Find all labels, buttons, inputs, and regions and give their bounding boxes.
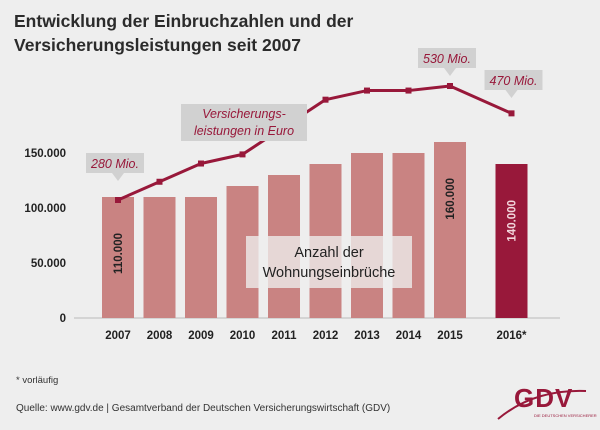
chart-title: Entwicklung der Einbruchzahlen und der V… xyxy=(14,9,414,57)
line-point-2012 xyxy=(322,96,329,103)
bar-value-label: 160.000 xyxy=(445,178,457,220)
x-tick-label: 2016* xyxy=(496,330,527,342)
x-tick-label: 2012 xyxy=(313,330,339,342)
x-tick-label: 2013 xyxy=(354,330,380,342)
bar-2014 xyxy=(392,153,425,318)
y-tick-label: 150.000 xyxy=(24,148,66,160)
line-point-2009 xyxy=(198,160,204,167)
bar-2007 xyxy=(102,197,134,318)
line-point-2008 xyxy=(156,178,163,185)
bar-value-label: 110.000 xyxy=(113,233,125,274)
value-callout: 470 Mio. xyxy=(484,70,543,98)
bar-2009 xyxy=(185,197,217,318)
line-point-2014 xyxy=(405,87,412,94)
bar-2013 xyxy=(351,153,383,318)
logo-wordmark: GDV xyxy=(514,383,574,413)
x-tick-label: 2015 xyxy=(437,330,463,342)
x-tick-label: 2011 xyxy=(272,330,298,342)
x-tick-label: 2008 xyxy=(147,330,173,342)
bar-series-label-box xyxy=(246,236,412,288)
x-tick-label: 2007 xyxy=(105,330,131,342)
source-line: Quelle: www.gdv.de | Gesamtverband der D… xyxy=(16,403,391,414)
value-callout-pointer xyxy=(505,90,518,98)
value-callout-pointer xyxy=(112,173,124,181)
value-callout-box xyxy=(86,153,144,173)
value-callout-text: 530 Mio. xyxy=(423,52,471,66)
value-callout-box xyxy=(484,70,543,90)
bar-series-label-line-1: Anzahl der xyxy=(294,245,363,261)
value-callout-box xyxy=(418,48,476,68)
chart-title-line-2: Versicherungsleistungen seit 2007 xyxy=(14,35,301,55)
bar-value-label: 140.000 xyxy=(507,200,519,242)
x-tick-label: 2014 xyxy=(396,330,422,342)
x-tick-label: 2010 xyxy=(230,330,256,342)
bar-series-label-line-2: Wohnungseinbrüche xyxy=(263,265,396,281)
gdv-logo: GDV DIE DEUTSCHEN VERSICHERER xyxy=(494,381,597,423)
value-callout-text: 470 Mio. xyxy=(490,74,538,88)
bar-2008 xyxy=(143,197,176,318)
line-series-label-line-2: leistungen in Euro xyxy=(194,124,294,138)
y-tick-label: 100.000 xyxy=(24,203,66,215)
chart-title-line-1: Entwicklung der Einbruchzahlen und der xyxy=(14,11,354,31)
line-point-2013 xyxy=(364,87,370,94)
logo-swoosh-icon xyxy=(497,389,587,420)
value-callout: 280 Mio. xyxy=(86,153,144,181)
value-callout-pointer xyxy=(444,68,456,76)
line-point-2016 xyxy=(508,110,515,117)
bar-2015 xyxy=(434,142,466,318)
value-callout-text: 280 Mio. xyxy=(90,157,139,171)
x-tick-label: 2009 xyxy=(188,330,214,342)
logo-tagline: DIE DEUTSCHEN VERSICHERER xyxy=(534,413,597,418)
footnote: * vorläufig xyxy=(16,375,59,386)
line-point-2010 xyxy=(239,151,246,158)
combo-chart: 0 50.000 100.000 150.000 2007 2008 2009 2010 201… xyxy=(24,48,560,342)
line-point-2007 xyxy=(115,197,121,203)
line-point-2015 xyxy=(447,83,453,89)
y-tick-label: 50.000 xyxy=(31,258,66,270)
bar-2016 xyxy=(495,164,528,318)
value-callout: 530 Mio. xyxy=(418,48,476,76)
y-tick-label: 0 xyxy=(60,313,66,325)
line-series-label-box xyxy=(181,104,307,141)
line-series-label-line-1: Versicherungs- xyxy=(202,107,286,121)
